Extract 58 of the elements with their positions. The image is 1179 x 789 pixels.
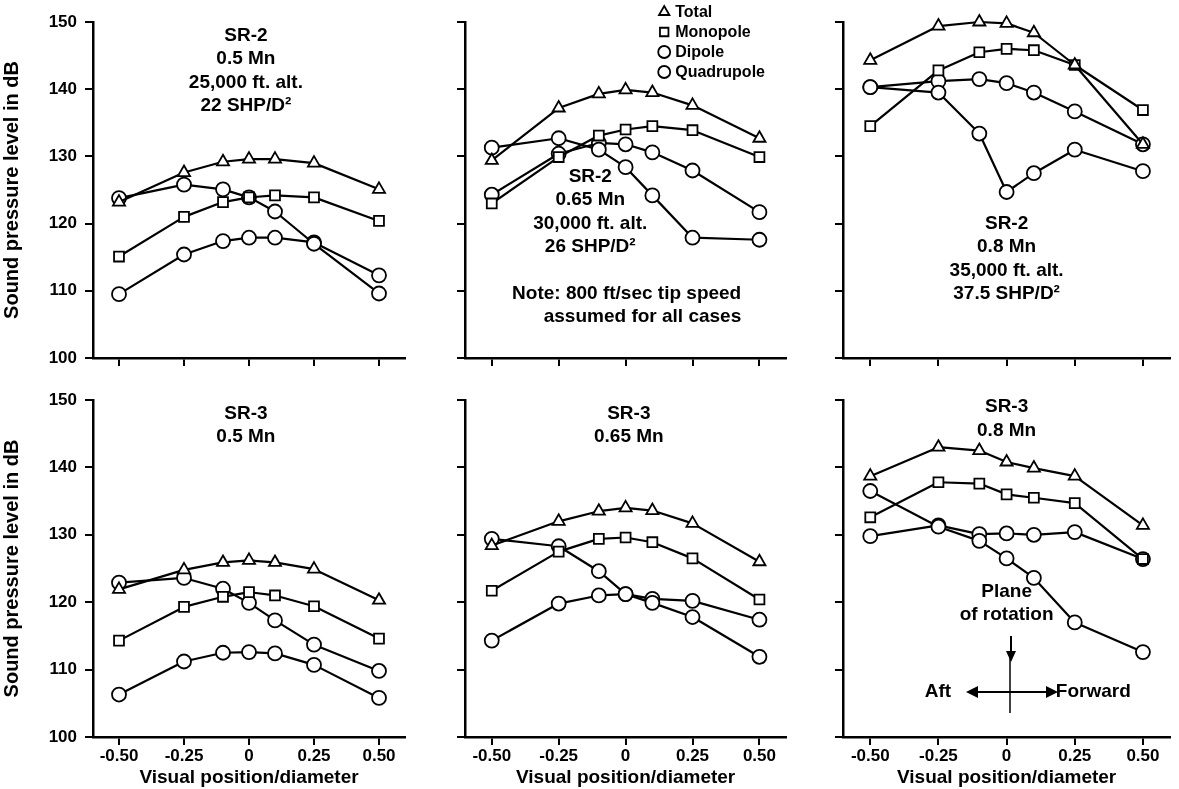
x-tick-label: -0.25 (164, 745, 204, 765)
x-tick-label: 0 (1001, 745, 1012, 765)
annotation: Forward (1055, 679, 1131, 701)
y-tick-label: 110 (49, 280, 77, 300)
x-axis-title: Visual position/diameter (139, 765, 360, 787)
x-tick-label: -0.50 (99, 745, 139, 765)
legend-label: Quadrupole (675, 63, 766, 81)
x-axis-title: Visual position/diameter (896, 765, 1117, 787)
legend-label: Monopole (675, 23, 751, 41)
y-tick-label: 150 (48, 389, 77, 409)
annotation: 37.5 SHP/D² (953, 282, 1060, 304)
x-tick-label: 0 (244, 745, 254, 765)
annotation: Note: 800 ft/sec tip speed assumed for all cases (512, 282, 742, 327)
x-tick-label: 0.50 (1126, 745, 1160, 765)
x-tick-label: -0.25 (919, 745, 958, 765)
y-tick-label: 130 (48, 146, 77, 166)
annotation: SR-2 (568, 164, 612, 186)
x-tick-label: 0 (620, 745, 631, 765)
legend-label: Total (675, 3, 713, 21)
annotation: 0.65 Mn (593, 425, 664, 447)
x-tick-label: -0.25 (539, 745, 579, 765)
x-tick-label: -0.50 (472, 745, 512, 765)
annotation: 25,000 ft. alt. (188, 70, 303, 92)
annotation: 26 SHP/D² (544, 235, 636, 257)
annotation: SR-3 (984, 394, 1029, 416)
y-tick-label: 140 (48, 457, 77, 477)
annotation: 0.8 Mn (977, 235, 1037, 257)
y-tick-label: 100 (48, 347, 77, 367)
y-tick-label: 100 (48, 726, 77, 746)
x-tick-label: 0.50 (362, 745, 396, 765)
x-tick-label: 0.25 (675, 745, 710, 765)
y-axis-title: Sound pressure level in dB (0, 61, 22, 319)
y-tick-label: 150 (48, 11, 77, 31)
legend-label: Dipole (675, 43, 725, 61)
y-axis-title: Sound pressure level in dB (0, 439, 22, 698)
annotation: SR-3 (224, 401, 268, 423)
annotation: 35,000 ft. alt. (949, 258, 1064, 280)
annotation: SR-2 (984, 211, 1029, 233)
annotation: 0.5 Mn (216, 47, 276, 69)
annotation: SR-2 (224, 23, 268, 45)
x-tick-label: 0.25 (1058, 745, 1092, 765)
y-tick-label: 120 (48, 591, 77, 611)
annotation: Plane of rotation (959, 580, 1054, 625)
annotation: 22 SHP/D² (200, 94, 292, 116)
y-tick-label: 120 (48, 213, 77, 233)
x-tick-label: 0.50 (742, 745, 776, 765)
annotation: SR-3 (607, 401, 651, 423)
x-axis-title: Visual position/diameter (515, 765, 736, 787)
y-tick-label: 140 (48, 78, 77, 98)
x-tick-label: -0.50 (850, 745, 890, 765)
annotation: 0.5 Mn (216, 425, 276, 447)
annotation: Aft (924, 679, 952, 701)
y-tick-label: 130 (48, 524, 77, 544)
x-tick-label: 0.25 (297, 745, 331, 765)
y-tick-label: 110 (49, 659, 77, 679)
annotation: 0.65 Mn (555, 188, 626, 210)
annotation: 30,000 ft. alt. (533, 211, 648, 233)
annotation: 0.8 Mn (977, 418, 1037, 440)
